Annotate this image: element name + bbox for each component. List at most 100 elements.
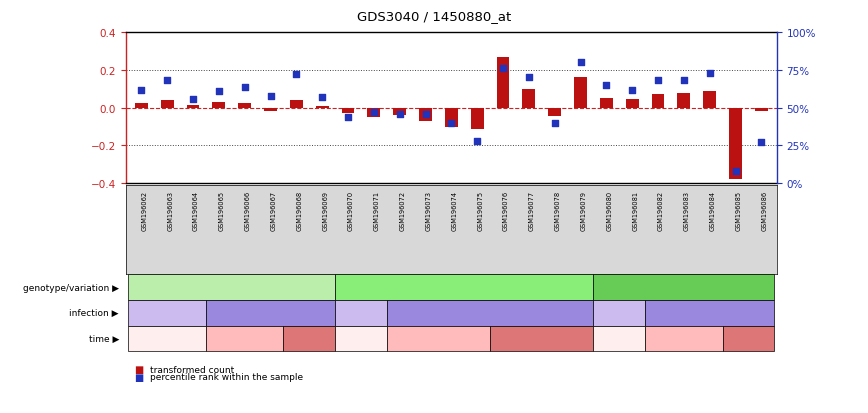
Text: GSM196086: GSM196086 [761, 190, 767, 230]
Text: 24 h: 24 h [739, 334, 759, 343]
Text: GSM196062: GSM196062 [141, 190, 148, 230]
Point [754, 140, 768, 146]
Text: 24 h: 24 h [532, 334, 552, 343]
Text: transformed count: transformed count [150, 365, 234, 374]
Text: GSM196066: GSM196066 [245, 190, 251, 230]
Text: infection ▶: infection ▶ [69, 309, 119, 318]
Bar [549, 109, 561, 117]
Text: GSM196084: GSM196084 [710, 190, 716, 230]
Text: 1 h: 1 h [677, 334, 691, 343]
Text: 0 h: 0 h [354, 334, 368, 343]
Point [264, 93, 278, 100]
Text: GSM196082: GSM196082 [658, 190, 664, 230]
Bar [626, 100, 639, 109]
Point [522, 75, 536, 82]
Text: time ▶: time ▶ [89, 334, 119, 343]
Text: GSM196067: GSM196067 [271, 190, 277, 230]
Point [367, 109, 381, 116]
Point [341, 114, 355, 121]
Point [212, 88, 226, 95]
Text: GSM196078: GSM196078 [555, 190, 561, 230]
Text: wild type: wild type [211, 283, 253, 292]
Bar [238, 104, 251, 109]
Text: GSM196073: GSM196073 [425, 190, 431, 230]
Text: GSM196065: GSM196065 [219, 190, 225, 230]
Bar [523, 90, 536, 109]
Text: ■: ■ [135, 372, 144, 382]
Bar [135, 104, 148, 109]
Text: GSM196075: GSM196075 [477, 190, 483, 230]
Text: 0 h: 0 h [160, 334, 174, 343]
Point [677, 78, 691, 85]
Text: GSM196068: GSM196068 [296, 190, 302, 230]
Point [651, 78, 665, 85]
Point [289, 72, 303, 78]
Text: GSM196074: GSM196074 [451, 190, 457, 230]
Text: P. aeruginosa: P. aeruginosa [680, 309, 740, 318]
Text: percentile rank within the sample: percentile rank within the sample [150, 372, 303, 381]
Text: GSM196076: GSM196076 [503, 190, 509, 230]
Bar [187, 106, 200, 109]
Bar [496, 57, 510, 109]
Bar [470, 109, 483, 130]
Point [392, 111, 406, 118]
Bar [445, 109, 457, 127]
Point [625, 87, 639, 94]
Point [418, 111, 432, 118]
Bar [213, 103, 226, 109]
Text: 1 h: 1 h [238, 334, 252, 343]
Text: GSM196070: GSM196070 [348, 190, 354, 230]
Bar [729, 109, 742, 180]
Point [548, 120, 562, 127]
Text: 1 h: 1 h [431, 334, 445, 343]
Bar [419, 109, 432, 121]
Text: GSM196071: GSM196071 [374, 190, 380, 230]
Bar [342, 109, 354, 114]
Bar [600, 99, 613, 109]
Text: GSM196069: GSM196069 [322, 190, 328, 230]
Bar [316, 107, 329, 109]
Point [574, 60, 588, 66]
Text: genotype/variation ▶: genotype/variation ▶ [23, 283, 119, 292]
Text: uninfected: uninfected [337, 309, 385, 318]
Text: GSM196077: GSM196077 [529, 190, 535, 230]
Point [728, 169, 742, 175]
Bar [161, 101, 174, 109]
Bar [393, 109, 406, 116]
Bar [652, 94, 665, 109]
Point [703, 71, 717, 77]
Text: 0 h: 0 h [612, 334, 627, 343]
Bar [755, 109, 768, 111]
Text: P. aeruginosa: P. aeruginosa [240, 309, 300, 318]
Point [161, 78, 174, 85]
Bar [290, 101, 303, 109]
Text: ■: ■ [135, 364, 144, 374]
Point [238, 84, 252, 90]
Text: GSM196064: GSM196064 [193, 190, 199, 230]
Text: GDS3040 / 1450880_at: GDS3040 / 1450880_at [357, 10, 511, 23]
Text: P. aeruginosa: P. aeruginosa [460, 309, 520, 318]
Point [444, 120, 458, 127]
Bar [703, 91, 716, 109]
Text: Mmp-7 mutant: Mmp-7 mutant [431, 283, 498, 292]
Point [496, 66, 510, 73]
Bar [574, 77, 587, 109]
Text: GSM196079: GSM196079 [581, 190, 587, 230]
Text: GSM196080: GSM196080 [607, 190, 612, 230]
Text: GSM196081: GSM196081 [632, 190, 638, 230]
Point [470, 138, 484, 145]
Text: Mmp-10 mutant: Mmp-10 mutant [648, 283, 720, 292]
Bar [677, 93, 690, 109]
Point [186, 96, 200, 103]
Bar [367, 109, 380, 118]
Text: GSM196063: GSM196063 [168, 190, 174, 230]
Text: GSM196085: GSM196085 [735, 190, 741, 230]
Text: uninfected: uninfected [143, 309, 192, 318]
Bar [264, 109, 277, 112]
Point [315, 95, 329, 101]
Text: GSM196072: GSM196072 [399, 190, 405, 230]
Point [600, 83, 614, 89]
Text: uninfected: uninfected [595, 309, 644, 318]
Text: GSM196083: GSM196083 [684, 190, 690, 230]
Text: 24 h: 24 h [299, 334, 319, 343]
